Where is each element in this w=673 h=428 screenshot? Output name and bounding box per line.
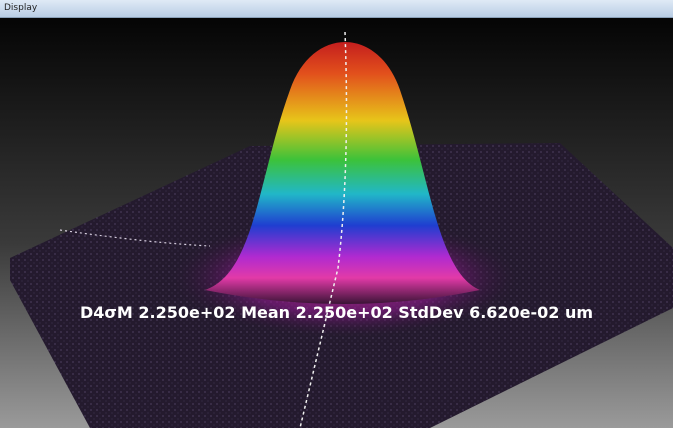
beam-stats: D4σM 2.250e+02 Mean 2.250e+02 StdDev 6.6… — [80, 303, 593, 322]
center-line — [299, 31, 348, 428]
window-title: Display — [4, 3, 38, 13]
axis-line — [59, 229, 211, 247]
title-bar: Display — [0, 0, 673, 18]
beam-view: D4σM 2.250e+02 Mean 2.250e+02 StdDev 6.6… — [0, 18, 673, 428]
beam-profile — [205, 42, 480, 304]
